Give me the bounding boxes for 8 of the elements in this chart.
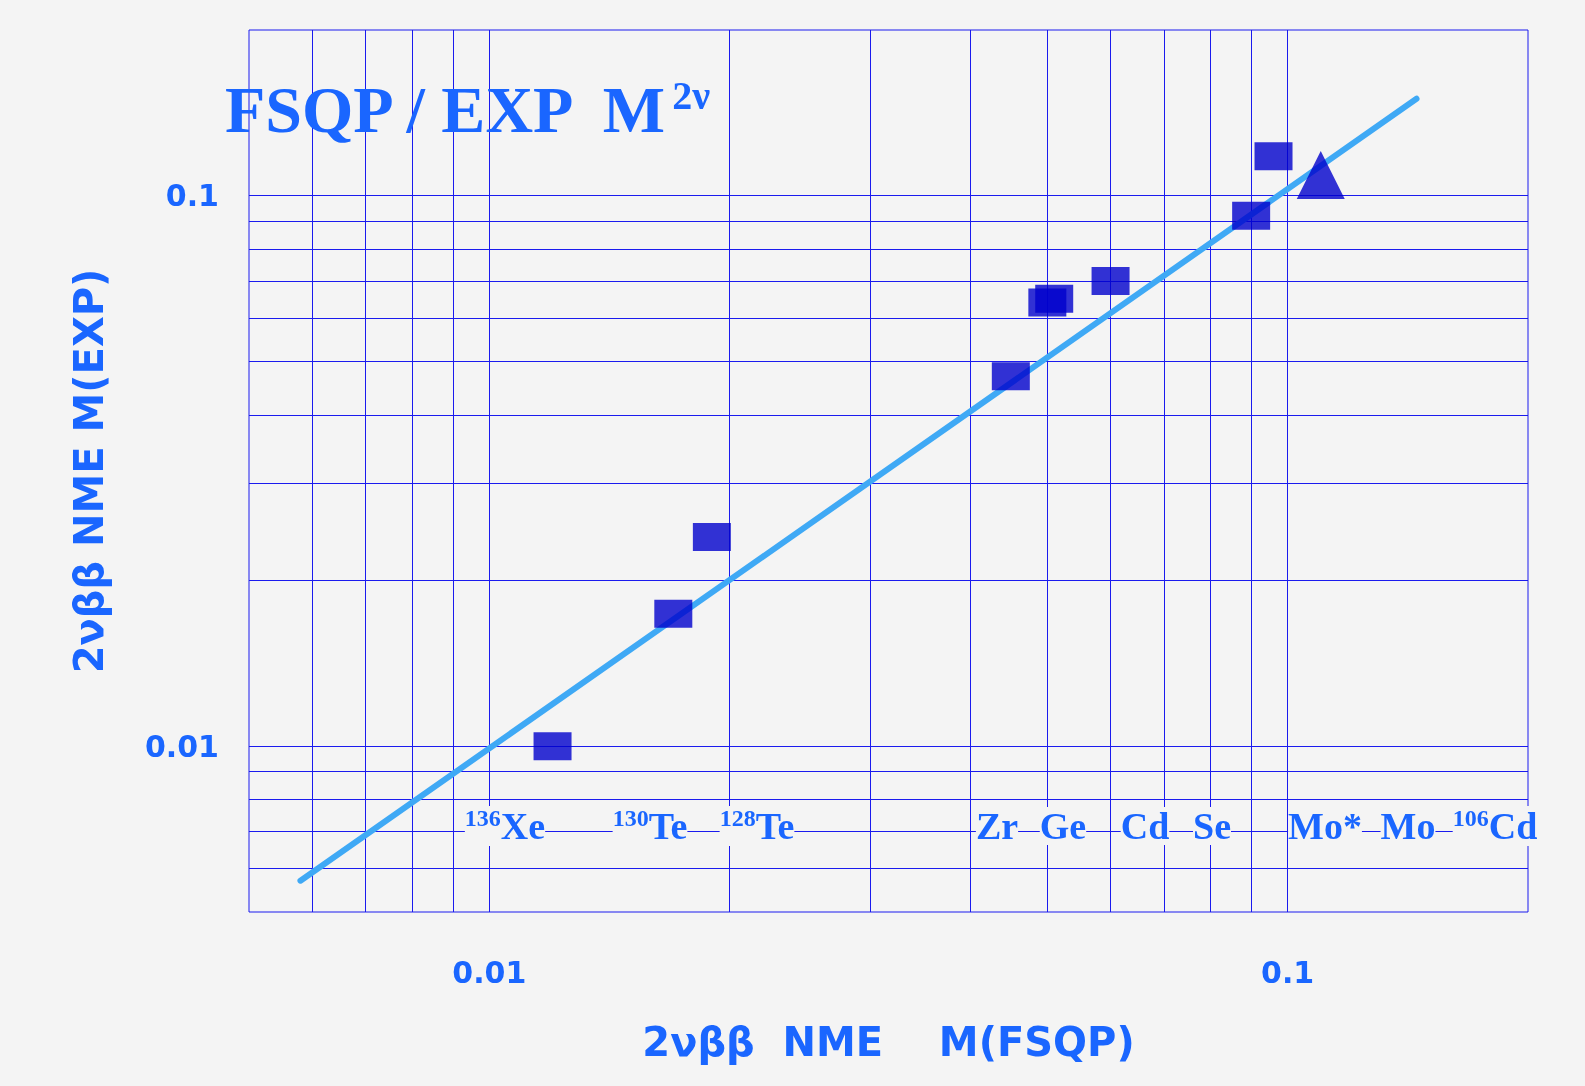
annotation: Ge — [1039, 805, 1087, 847]
annotation: Mo* — [1288, 805, 1362, 847]
annotation: Se — [1193, 805, 1231, 847]
annotation: Cd — [1120, 805, 1170, 847]
y-axis-title: 2νββ NME M(EXP) — [66, 268, 112, 674]
annotation: Zr — [975, 805, 1019, 847]
x-axis-title: 2νββ NME M(FSQP) — [642, 1019, 1135, 1065]
annotation: Mo — [1380, 805, 1436, 847]
